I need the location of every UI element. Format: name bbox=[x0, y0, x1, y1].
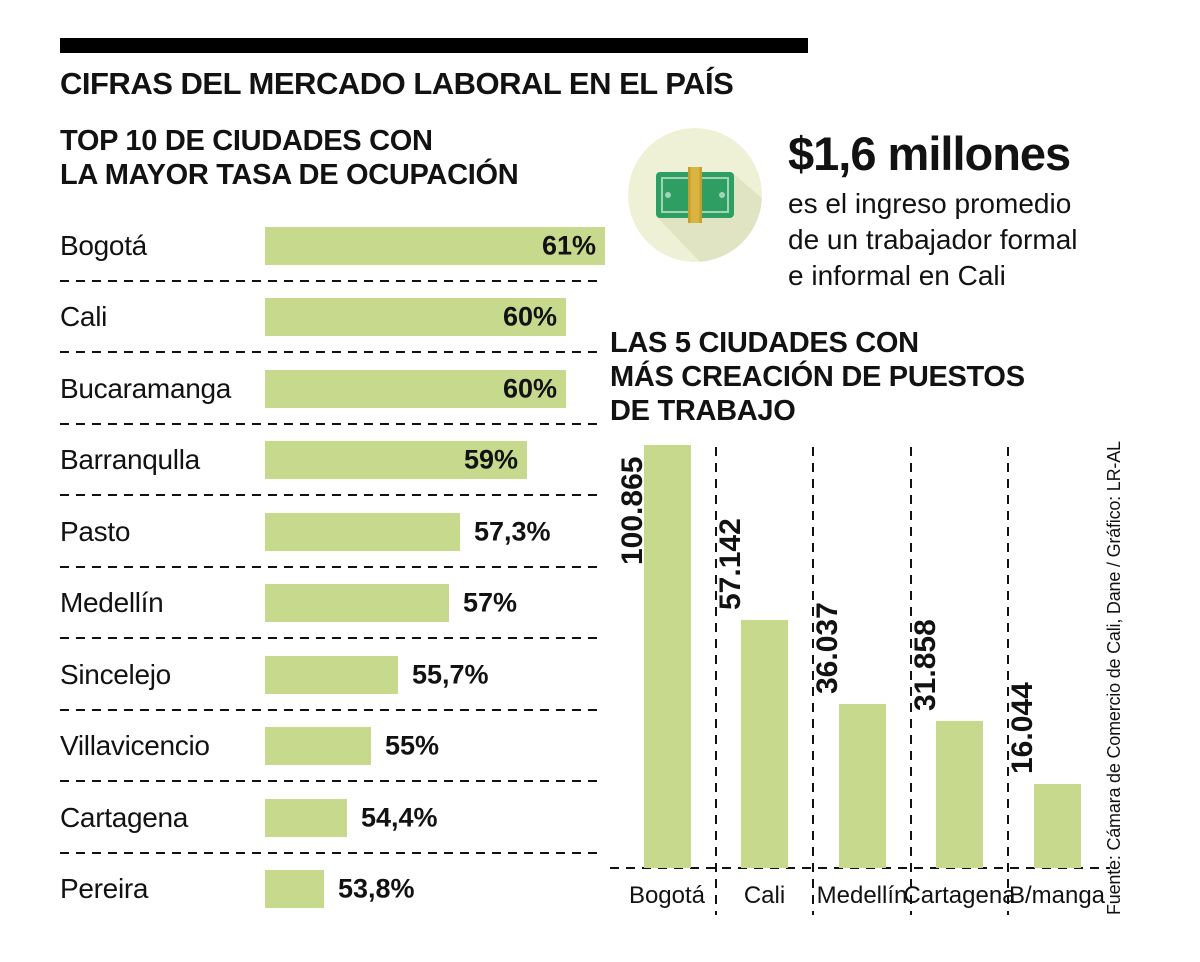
occupation-city-label: Barranqulla bbox=[60, 444, 200, 476]
occupation-bar bbox=[265, 870, 324, 909]
jobs-city-label: B/manga bbox=[1008, 882, 1106, 909]
occupation-city-label: Cartagena bbox=[60, 801, 189, 833]
occupation-value-label: 57% bbox=[463, 587, 518, 618]
occupation-city-label: Cali bbox=[60, 301, 108, 333]
occupation-row: Sincelejo 55,7% bbox=[60, 639, 606, 711]
occupation-value-label: 55% bbox=[385, 730, 440, 761]
occupation-bar bbox=[265, 584, 449, 623]
jobs-chart-separator bbox=[909, 447, 912, 915]
occupation-bar-track: 59% bbox=[265, 441, 606, 480]
jobs-city-label: Cali bbox=[743, 882, 786, 909]
occupation-row: Villavicencio 55% bbox=[60, 711, 606, 783]
occupation-bar-track: 54,4% bbox=[265, 798, 606, 837]
source-credit: Fuente: Cámara de Comercio de Cali, Dane… bbox=[1104, 441, 1124, 915]
occupation-city-label: Bucaramanga bbox=[60, 372, 232, 404]
occupation-row: Medellín 57% bbox=[60, 568, 606, 640]
occupation-bar bbox=[265, 798, 347, 837]
occupation-chart-title: TOP 10 DE CIUDADES CON LA MAYOR TASA DE … bbox=[60, 125, 519, 191]
occupation-row: Cartagena 54,4% bbox=[60, 782, 606, 854]
occupation-value-label: 60% bbox=[502, 373, 557, 404]
jobs-bar bbox=[1033, 784, 1081, 868]
jobs-chart: 100.865 Bogotá 57.142 Cali 36.037 Medellín 31.… bbox=[610, 440, 1120, 940]
jobs-value-label: 16.044 bbox=[1006, 682, 1039, 774]
occupation-city-label: Villavicencio bbox=[60, 730, 210, 762]
occupation-bar-track: 55,7% bbox=[265, 655, 606, 694]
occupation-city-label: Pasto bbox=[60, 515, 131, 547]
occupation-row: Cali 60% bbox=[60, 282, 606, 354]
occupation-bar-track: 57,3% bbox=[265, 512, 606, 551]
jobs-value-label: 31.858 bbox=[908, 619, 942, 711]
jobs-chart-separator bbox=[1007, 447, 1010, 915]
occupation-value-label: 54,4% bbox=[361, 802, 438, 833]
occupation-row: Pasto 57,3% bbox=[60, 496, 606, 568]
occupation-value-label: 57,3% bbox=[474, 516, 551, 547]
money-bill-icon bbox=[628, 128, 762, 262]
occupation-row: Pereira 53,8% bbox=[60, 854, 606, 926]
occupation-value-label: 55,7% bbox=[412, 659, 489, 690]
occupation-bar-track: 60% bbox=[265, 298, 606, 337]
occupation-bar bbox=[265, 226, 605, 265]
jobs-bar bbox=[838, 704, 886, 868]
occupation-bar bbox=[265, 369, 566, 408]
jobs-chart-title: LAS 5 CIUDADES CON MÁS CREACIÓN DE PUEST… bbox=[610, 327, 1025, 427]
occupation-bar bbox=[265, 441, 527, 480]
occupation-city-label: Sincelejo bbox=[60, 658, 171, 690]
jobs-chart-separator bbox=[812, 447, 815, 915]
page-title: CIFRAS DEL MERCADO LABORAL EN EL PAÍS bbox=[60, 66, 734, 101]
occupation-bar-track: 60% bbox=[265, 369, 606, 408]
occupation-bar-track: 61% bbox=[265, 226, 606, 265]
occupation-value-label: 61% bbox=[541, 230, 596, 261]
jobs-city-label: Cartagena bbox=[903, 882, 1016, 909]
occupation-bar-track: 53,8% bbox=[265, 870, 606, 909]
jobs-city-label: Medellín bbox=[816, 882, 908, 909]
occupation-bar bbox=[265, 512, 460, 551]
occupation-bar bbox=[265, 655, 398, 694]
occupation-value-label: 60% bbox=[502, 301, 557, 332]
occupation-city-label: Medellín bbox=[60, 587, 164, 619]
occupation-city-label: Bogotá bbox=[60, 229, 147, 261]
occupation-bar bbox=[265, 727, 371, 766]
occupation-row: Barranqulla 59% bbox=[60, 425, 606, 497]
occupation-row: Bucaramanga 60% bbox=[60, 353, 606, 425]
occupation-bar-track: 57% bbox=[265, 584, 606, 623]
occupation-city-label: Pereira bbox=[60, 873, 149, 905]
income-amount: $1,6 millones bbox=[788, 127, 1071, 180]
occupation-bar bbox=[265, 298, 566, 337]
jobs-city-label: Bogotá bbox=[628, 882, 706, 909]
occupation-row: Bogotá 61% bbox=[60, 210, 606, 282]
top-accent-bar bbox=[60, 38, 808, 53]
occupation-bar-track: 55% bbox=[265, 727, 606, 766]
income-description: es el ingreso promedio de un trabajador … bbox=[788, 188, 1078, 291]
jobs-value-label: 36.037 bbox=[811, 602, 844, 694]
jobs-chart-separator bbox=[714, 447, 717, 915]
jobs-bar bbox=[741, 620, 788, 868]
jobs-value-label: 57.142 bbox=[713, 518, 747, 610]
jobs-bar bbox=[643, 445, 691, 868]
jobs-bar bbox=[936, 721, 983, 868]
jobs-value-label: 100.865 bbox=[616, 456, 649, 565]
occupation-value-label: 53,8% bbox=[338, 873, 415, 904]
jobs-chart-baseline bbox=[610, 867, 1110, 869]
money-icon-wrap bbox=[628, 128, 762, 262]
occupation-chart: Bogotá 61% Cali 60% Bucaramanga 60% Barranqull… bbox=[60, 210, 606, 925]
occupation-value-label: 59% bbox=[463, 444, 518, 475]
